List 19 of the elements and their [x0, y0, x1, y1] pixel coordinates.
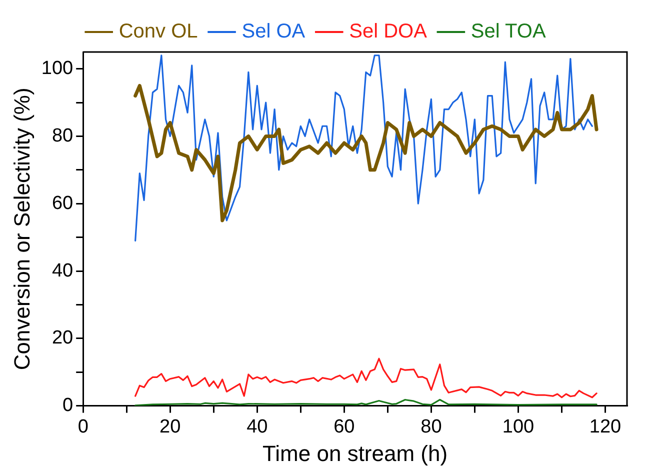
- legend-label: Sel DOA: [349, 20, 428, 43]
- x-tick-label: 20: [160, 416, 181, 438]
- y-tick-label: 20: [52, 328, 74, 349]
- x-tick-label: 80: [420, 416, 442, 438]
- legend-label: Sel OA: [242, 20, 306, 43]
- y-tick-label: 80: [52, 125, 74, 146]
- y-tick-label: 0: [62, 395, 74, 416]
- y-tick-label: 100: [41, 58, 74, 80]
- y-axis-title: Conversion or Selectivity (%): [9, 88, 34, 370]
- y-tick-label: 60: [52, 192, 74, 214]
- y-tick-label: 40: [52, 260, 74, 282]
- x-axis-title: Time on stream (h): [262, 440, 448, 466]
- legend-label: Sel TOA: [470, 20, 546, 43]
- x-tick-label: 120: [589, 416, 622, 438]
- x-tick-label: 100: [502, 416, 534, 438]
- x-tick-label: 0: [78, 416, 88, 438]
- x-tick-label: 60: [334, 416, 355, 438]
- x-tick-label: 40: [246, 416, 268, 438]
- legend-label: Conv OL: [118, 20, 198, 43]
